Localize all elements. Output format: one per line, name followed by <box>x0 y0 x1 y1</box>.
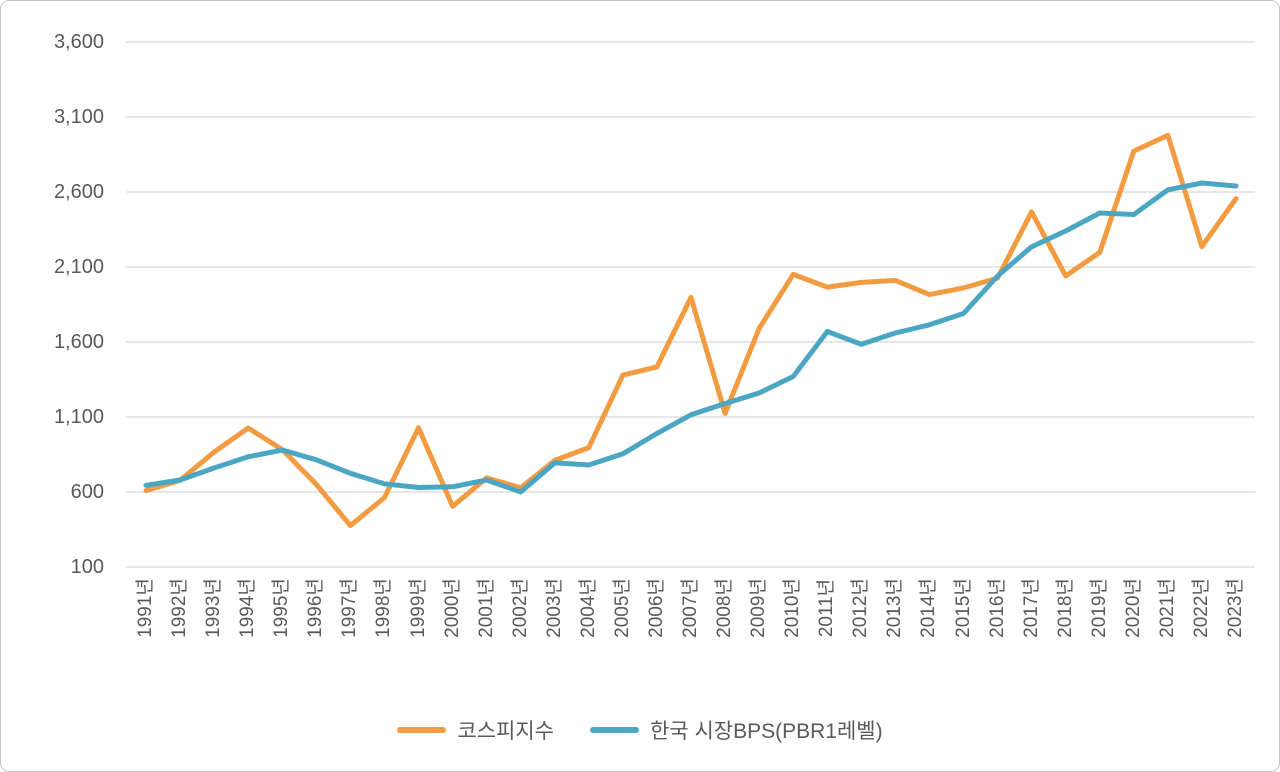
x-tick-label: 1997년 <box>339 578 361 638</box>
x-tick-label: 2004년 <box>577 578 599 638</box>
bps-line-swatch <box>589 727 639 733</box>
y-tick-label: 3,600 <box>53 31 104 53</box>
x-tick-label: 2015년 <box>952 578 974 638</box>
x-tick-label: 2002년 <box>509 578 531 638</box>
x-tick-label: 2020년 <box>1122 578 1144 638</box>
x-tick-label: 2009년 <box>748 578 770 638</box>
x-tick-label: 2017년 <box>1020 578 1042 638</box>
x-tick-label: 2008년 <box>714 578 736 638</box>
kospi-series-line <box>143 132 1239 529</box>
x-tick-label: 2011년 <box>816 578 838 638</box>
legend-item-kospi: 코스피지수 <box>397 715 554 745</box>
x-tick-label: 1999년 <box>407 578 429 638</box>
y-tick-label: 600 <box>70 481 104 503</box>
x-tick-label: 1993년 <box>203 578 225 638</box>
x-tick-label: 1992년 <box>169 578 191 638</box>
x-tick-label: 1995년 <box>271 578 293 638</box>
x-tick-label: 2012년 <box>850 578 872 638</box>
x-tick-label: 1998년 <box>373 578 395 638</box>
legend-item-bps: 한국 시장BPS(PBR1레벨) <box>589 715 883 745</box>
x-tick-label: 2003년 <box>543 578 565 638</box>
y-tick-label: 2,100 <box>53 256 104 278</box>
x-tick-label: 2021년 <box>1156 578 1178 638</box>
x-tick-label: 1991년 <box>135 578 156 638</box>
bps-series-line <box>143 180 1239 495</box>
x-tick-label: 2005년 <box>611 578 633 638</box>
x-tick-label: 2022년 <box>1190 578 1212 638</box>
x-tick-label: 2014년 <box>918 578 940 638</box>
x-tick-label: 2007년 <box>680 578 701 638</box>
x-tick-label: 2018년 <box>1054 578 1076 638</box>
kospi-legend-label: 코스피지수 <box>457 720 554 743</box>
x-tick-label: 2006년 <box>645 578 667 638</box>
y-tick-label: 1,100 <box>53 406 104 428</box>
x-tick-label: 2013년 <box>884 578 906 638</box>
chart-legend: 코스피지수 한국 시장BPS(PBR1레벨) <box>1 713 1279 747</box>
y-tick-label: 100 <box>70 556 104 578</box>
y-tick-label: 3,100 <box>53 106 104 128</box>
x-tick-label: 2023년 <box>1225 578 1246 638</box>
y-tick-label: 2,600 <box>53 181 104 203</box>
kospi-line-swatch <box>397 727 447 733</box>
x-tick-label: 1996년 <box>305 578 327 638</box>
x-tick-label: 2000년 <box>441 578 463 638</box>
y-tick-label: 1,600 <box>53 331 104 353</box>
x-tick-label: 1994년 <box>237 578 259 638</box>
x-tick-label: 2019년 <box>1088 578 1110 638</box>
x-tick-label: 2016년 <box>986 578 1008 638</box>
bps-legend-label: 한국 시장BPS(PBR1레벨) <box>649 720 883 743</box>
series-lines <box>143 132 1239 529</box>
x-tick-label: 2010년 <box>782 578 804 638</box>
x-tick-label: 2001년 <box>475 578 497 638</box>
